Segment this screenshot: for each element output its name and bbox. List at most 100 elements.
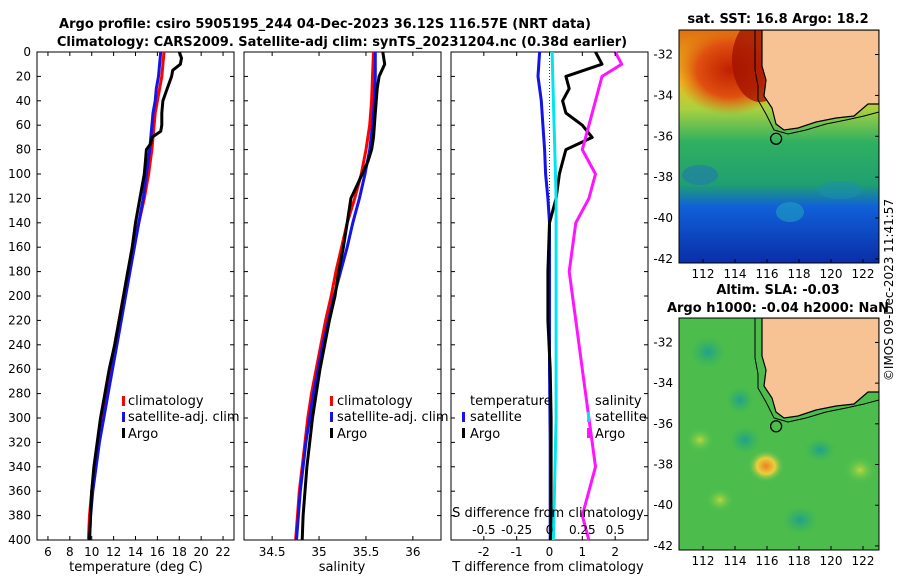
legend-swatch-argo: [330, 428, 333, 438]
legend-label-satellite: satellite-adj. clim: [337, 410, 449, 425]
depth-tick-label: 80: [16, 143, 31, 157]
legend-label-climatology: climatology: [337, 394, 413, 409]
series-line-salinity-argo: [567, 51, 624, 541]
map-x-tick-label: 116: [756, 554, 779, 568]
s-tick-label: -0.5: [472, 523, 495, 537]
x-tick-label: 35.5: [353, 545, 380, 559]
depth-tick-label: 100: [8, 167, 31, 181]
depth-tick-label: 280: [8, 387, 31, 401]
legend-title-salinity: salinity: [595, 394, 642, 409]
map-x-tick-label: 114: [724, 267, 747, 281]
depth-tick-label: 160: [8, 240, 31, 254]
x-tick-label: 18: [172, 545, 187, 559]
legend-swatch-climatology: [122, 396, 125, 406]
series-line-temperature-argo: [546, 51, 604, 540]
map-x-tick-label: 120: [820, 554, 843, 568]
depth-tick-label: 240: [8, 338, 31, 352]
map-x-tick-label: 116: [756, 267, 779, 281]
series-line-satellite-adj-clim: [88, 51, 163, 541]
depth-tick-label: 140: [8, 216, 31, 230]
depth-tick-label: 300: [8, 411, 31, 425]
sst-argo-marker: [769, 132, 783, 145]
s-tick-label: 0.5: [606, 523, 625, 537]
x-tick-label: 0: [546, 545, 554, 559]
salinity-plot-frame: [243, 51, 442, 541]
depth-tick-label: 260: [8, 362, 31, 376]
sst-map-frame: [678, 29, 880, 264]
depth-tick-label: 320: [8, 435, 31, 449]
temperature-axis-label: temperature (deg C): [69, 560, 203, 575]
map-y-tick-label: -38: [653, 458, 673, 472]
map-y-tick-label: -40: [653, 498, 673, 512]
series-line-salinity-satellite: [550, 51, 558, 541]
map-y-tick-label: -34: [653, 88, 673, 102]
sst-map-title: sat. SST: 16.8 Argo: 18.2: [687, 12, 868, 27]
legend-label-s-argo: Argo: [595, 427, 625, 442]
map-x-tick-label: 112: [692, 554, 715, 568]
map-y-tick-label: -36: [653, 417, 673, 431]
legend-label-s-satellite: satellite: [595, 410, 647, 425]
x-tick-label: 16: [150, 545, 165, 559]
depth-tick-label: 0: [23, 45, 31, 59]
depth-tick-label: 40: [16, 94, 31, 108]
temperature-series: [86, 51, 183, 541]
x-axis-ticks: 6 8 10 12 14 16 18 20 22 34.5 35 35.5 36 -2 -1 0 1 2-0.5-…: [44, 52, 625, 559]
sla-map-title-line1: Altim. SLA: -0.03: [716, 283, 839, 298]
legend-label-argo: Argo: [128, 427, 158, 442]
legend-swatch-s-satellite: [587, 412, 590, 422]
map-y-tick-label: -38: [653, 170, 673, 184]
legend-swatch-t-argo: [462, 428, 465, 438]
legend-label-t-argo: Argo: [470, 427, 500, 442]
depth-axis: 0 20 40 60 80 100 120 140 160 180 200 220 240 260 280 3…: [8, 45, 648, 547]
s-tick-label: -0.25: [501, 523, 532, 537]
legend-swatch-argo: [122, 428, 125, 438]
depth-tick-label: 60: [16, 118, 31, 132]
legend-swatch-satellite: [330, 412, 333, 422]
legend-label-satellite: satellite-adj. clim: [128, 410, 240, 425]
map-y-tick-label: -34: [653, 376, 673, 390]
x-tick-label: 22: [215, 545, 230, 559]
x-tick-label: 35: [311, 545, 326, 559]
legend-swatch-s-argo: [587, 428, 590, 438]
temperature-legend: climatology satellite-adj. clim Argo: [122, 394, 240, 442]
t-difference-axis-label: T difference from climatology: [451, 560, 644, 575]
x-tick-label: 12: [106, 545, 121, 559]
map-x-tick-label: 118: [788, 267, 811, 281]
map-x-tick-label: 114: [724, 554, 747, 568]
legend-swatch-t-satellite: [462, 412, 465, 422]
map-x-tick-label: 122: [852, 554, 875, 568]
map-y-tick-label: -40: [653, 211, 673, 225]
map-y-tick-label: -42: [653, 252, 673, 266]
difference-series: [536, 51, 624, 541]
sst-land: [761, 30, 879, 131]
map-x-tick-label: 118: [788, 554, 811, 568]
imos-watermark: ©IMOS 09-Dec-2023 11:41:57: [882, 199, 896, 381]
legend-swatch-satellite: [122, 412, 125, 422]
depth-tick-label: 200: [8, 289, 31, 303]
depth-tick-label: 400: [8, 533, 31, 547]
legend-label-argo: Argo: [337, 427, 367, 442]
x-tick-label: 10: [84, 545, 99, 559]
series-line-argo: [88, 51, 183, 541]
x-tick-label: 36: [405, 545, 420, 559]
series-line-argo: [300, 51, 387, 541]
x-tick-label: 34.5: [259, 545, 286, 559]
depth-tick-label: 340: [8, 460, 31, 474]
map-x-tick-label: 122: [852, 267, 875, 281]
argo-position-circle: [769, 132, 783, 145]
depth-tick-label: 360: [8, 484, 31, 498]
temperature-plot-frame: [36, 51, 235, 541]
salinity-legend: climatology satellite-adj. clim Argo: [330, 394, 449, 442]
x-tick-label: -1: [511, 545, 523, 559]
s-tick-label: 0.25: [569, 523, 596, 537]
argo-position-circle: [769, 420, 783, 433]
map-y-tick-label: -32: [653, 48, 673, 62]
map-x-tick-label: 112: [692, 267, 715, 281]
sst-map-image: [679, 30, 879, 263]
depth-tick-label: 220: [8, 313, 31, 327]
map-y-tick-label: -42: [653, 539, 673, 553]
depth-tick-label: 380: [8, 509, 31, 523]
difference-legend: temperature satellite Argo salinity sate…: [462, 394, 647, 442]
sla-map-image: [679, 318, 879, 550]
